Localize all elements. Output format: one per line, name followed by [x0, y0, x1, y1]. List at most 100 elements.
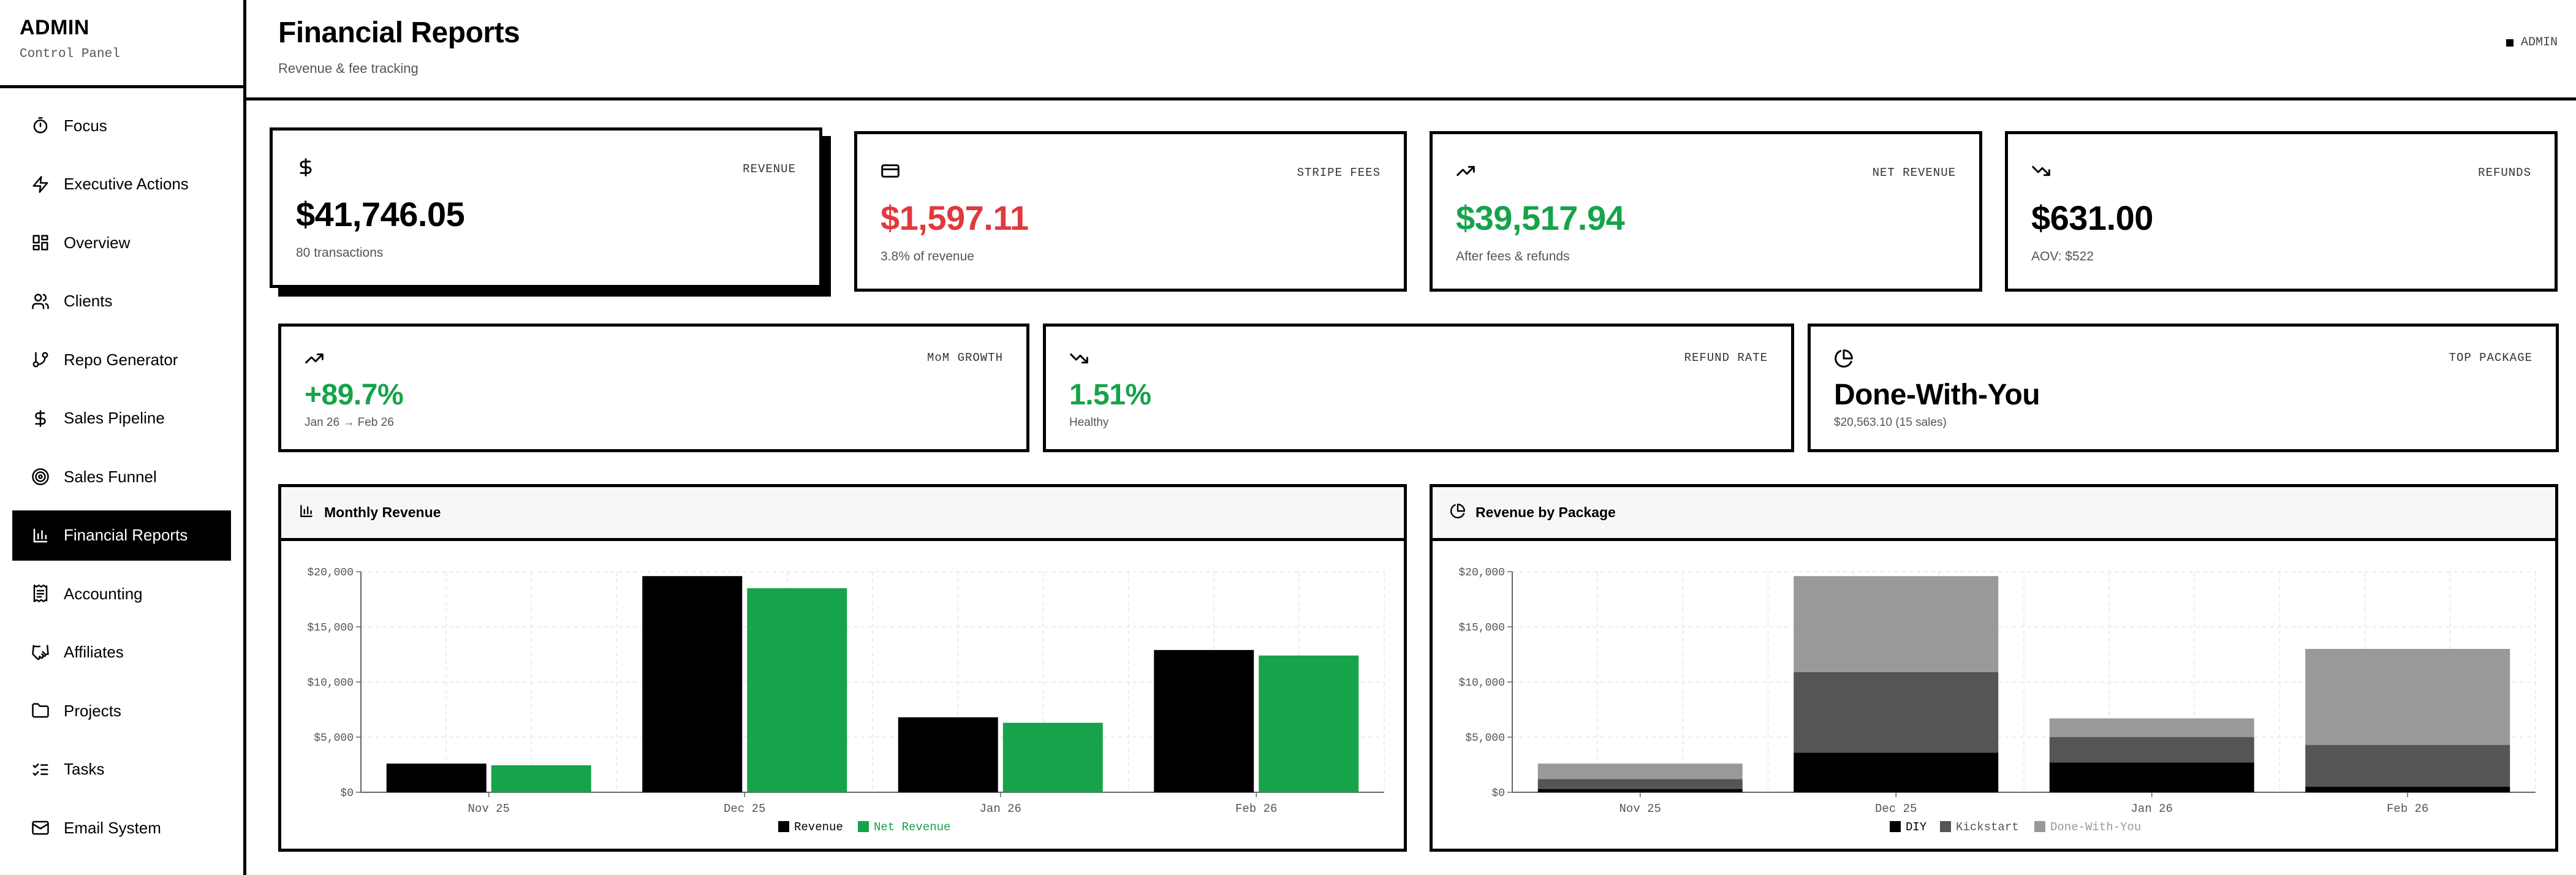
legend-swatch: [858, 821, 869, 832]
bar-kickstart[interactable]: [2049, 737, 2254, 763]
sidebar-item-accounting[interactable]: Accounting: [12, 569, 231, 619]
target-icon: [31, 467, 50, 487]
y-tick-label: $5,000: [314, 732, 354, 744]
x-tick-label: Dec 25: [724, 802, 765, 816]
mom-growth-card[interactable]: MoM GROWTH +89.7% Jan 26 → Feb 26: [278, 324, 1029, 452]
sidebar-item-repo-generator[interactable]: Repo Generator: [12, 335, 231, 385]
bar-done-with-you[interactable]: [1537, 763, 1743, 779]
legend-label[interactable]: DIY: [1906, 820, 1927, 834]
legend-label[interactable]: Done-With-You: [2050, 820, 2141, 834]
y-tick-label: $20,000: [1458, 567, 1505, 579]
sidebar-item-label: Accounting: [64, 584, 143, 603]
sidebar-item-executive-actions[interactable]: Executive Actions: [12, 159, 231, 210]
refunds-value: $631.00: [2031, 199, 2153, 237]
y-tick-label: $20,000: [307, 567, 354, 579]
revenue-by-package-chart-header: Revenue by Package: [1433, 487, 2555, 541]
mom-growth-sub: Jan 26 → Feb 26: [305, 416, 394, 429]
receipt-icon: [31, 584, 50, 604]
trending-down-icon: [1069, 349, 1090, 369]
x-tick-label: Nov 25: [1619, 802, 1661, 816]
monthly-revenue-chart-card: Monthly Revenue $0 $5,000 $10,000 $15,000 $2…: [278, 484, 1407, 852]
x-tick-label: Dec 25: [1875, 802, 1917, 816]
bar-kickstart[interactable]: [2305, 744, 2510, 787]
sidebar-nav: Focus Executive Actions Overview Clients Rep…: [0, 88, 243, 874]
bar-kickstart[interactable]: [1537, 779, 1743, 789]
bar-net-revenue[interactable]: [747, 588, 847, 792]
legend-label[interactable]: Revenue: [794, 820, 843, 834]
bar-revenue[interactable]: [642, 576, 743, 792]
legend-swatch: [2034, 821, 2045, 832]
sidebar-item-label: Projects: [64, 701, 121, 720]
mail-icon: [31, 818, 50, 838]
brand-title: ADMIN: [20, 16, 89, 39]
bar-diy[interactable]: [1794, 752, 1999, 792]
sidebar-item-label: Sales Funnel: [64, 467, 157, 486]
refunds-label: REFUNDS: [2478, 166, 2531, 180]
monthly-revenue-chart-header: Monthly Revenue: [281, 487, 1404, 541]
bar-done-with-you[interactable]: [2305, 649, 2510, 745]
refund-rate-card[interactable]: REFUND RATE 1.51% Healthy: [1043, 324, 1794, 452]
revenue-by-package-chart-card: Revenue by Package $0 $5,000 $10,000 $15,00…: [1430, 484, 2558, 852]
sidebar-item-email-system[interactable]: Email System: [12, 803, 231, 853]
sidebar-item-sales-funnel[interactable]: Sales Funnel: [12, 452, 231, 502]
bar-net-revenue[interactable]: [1259, 655, 1359, 792]
sidebar-item-label: Affiliates: [64, 643, 124, 661]
users-icon: [31, 292, 50, 311]
y-tick-label: $10,000: [307, 677, 354, 689]
page-subtitle: Revenue & fee tracking: [278, 61, 419, 76]
sidebar-item-label: Tasks: [64, 760, 105, 778]
stripe-fees-sub: 3.8% of revenue: [881, 249, 974, 263]
sidebar: ADMIN Control Panel Focus Executive Actio…: [0, 0, 246, 875]
pie-chart-icon: [1450, 503, 1476, 523]
legend-label[interactable]: Kickstart: [1956, 820, 2019, 834]
bar-kickstart[interactable]: [1794, 672, 1999, 753]
sidebar-item-financial-reports[interactable]: Financial Reports: [12, 510, 231, 561]
bar-diy[interactable]: [2305, 787, 2510, 792]
top-package-value: Done-With-You: [1834, 379, 2040, 411]
stripe-fees-card[interactable]: STRIPE FEES $1,597.11 3.8% of revenue: [854, 131, 1407, 292]
sidebar-item-label: Repo Generator: [64, 350, 178, 369]
lightning-icon: [31, 175, 50, 194]
trending-down-icon: [2031, 161, 2052, 182]
sidebar-item-affiliates[interactable]: Affiliates: [12, 627, 231, 678]
page-title: Financial Reports: [278, 17, 520, 49]
net-revenue-card[interactable]: NET REVENUE $39,517.94 After fees & refu…: [1430, 131, 1982, 292]
pie-chart-icon: [1834, 349, 1855, 369]
bar-net-revenue[interactable]: [491, 765, 591, 792]
revenue-card[interactable]: REVENUE $41,746.05 80 transactions: [270, 127, 822, 288]
bar-revenue[interactable]: [898, 717, 998, 792]
bar-revenue[interactable]: [1154, 650, 1254, 792]
bar-chart-icon: [31, 526, 50, 545]
sidebar-item-clients[interactable]: Clients: [12, 276, 231, 327]
top-package-card[interactable]: TOP PACKAGE Done-With-You $20,563.10 (15…: [1808, 324, 2559, 452]
bar-net-revenue[interactable]: [1002, 722, 1103, 792]
bar-revenue[interactable]: [386, 763, 487, 792]
sidebar-item-projects[interactable]: Projects: [12, 686, 231, 736]
bar-done-with-you[interactable]: [1794, 576, 1999, 672]
sidebar-item-label: Sales Pipeline: [64, 409, 165, 427]
sidebar-item-label: Email System: [64, 818, 161, 837]
revenue-by-package-chart: $0 $5,000 $10,000 $15,000 $20,000 Nov 25 Dec 2…: [1458, 567, 2536, 834]
git-branch-icon: [31, 350, 50, 369]
refunds-sub: AOV: $522: [2031, 249, 2094, 263]
sidebar-item-focus[interactable]: Focus: [12, 100, 231, 151]
y-tick-label: $10,000: [1458, 677, 1505, 689]
legend-label[interactable]: Net Revenue: [874, 820, 950, 834]
admin-badge-label: ADMIN: [2520, 36, 2558, 50]
refunds-card[interactable]: REFUNDS $631.00 AOV: $522: [2005, 131, 2558, 292]
sidebar-item-tasks[interactable]: Tasks: [12, 744, 231, 795]
bar-diy[interactable]: [1537, 789, 1743, 792]
revenue-label: REVENUE: [743, 162, 796, 176]
sidebar-item-label: Overview: [64, 233, 131, 252]
dashboard-icon: [31, 233, 50, 252]
bar-done-with-you[interactable]: [2049, 718, 2254, 737]
square-icon: [2506, 39, 2513, 47]
brand: ADMIN Control Panel: [0, 0, 243, 88]
top-package-label: TOP PACKAGE: [2449, 351, 2532, 365]
bar-diy[interactable]: [2049, 762, 2254, 792]
sidebar-item-sales-pipeline[interactable]: Sales Pipeline: [12, 393, 231, 444]
trending-up-icon: [1456, 161, 1477, 182]
sidebar-item-overview[interactable]: Overview: [12, 218, 231, 268]
net-revenue-sub: After fees & refunds: [1456, 249, 1570, 263]
